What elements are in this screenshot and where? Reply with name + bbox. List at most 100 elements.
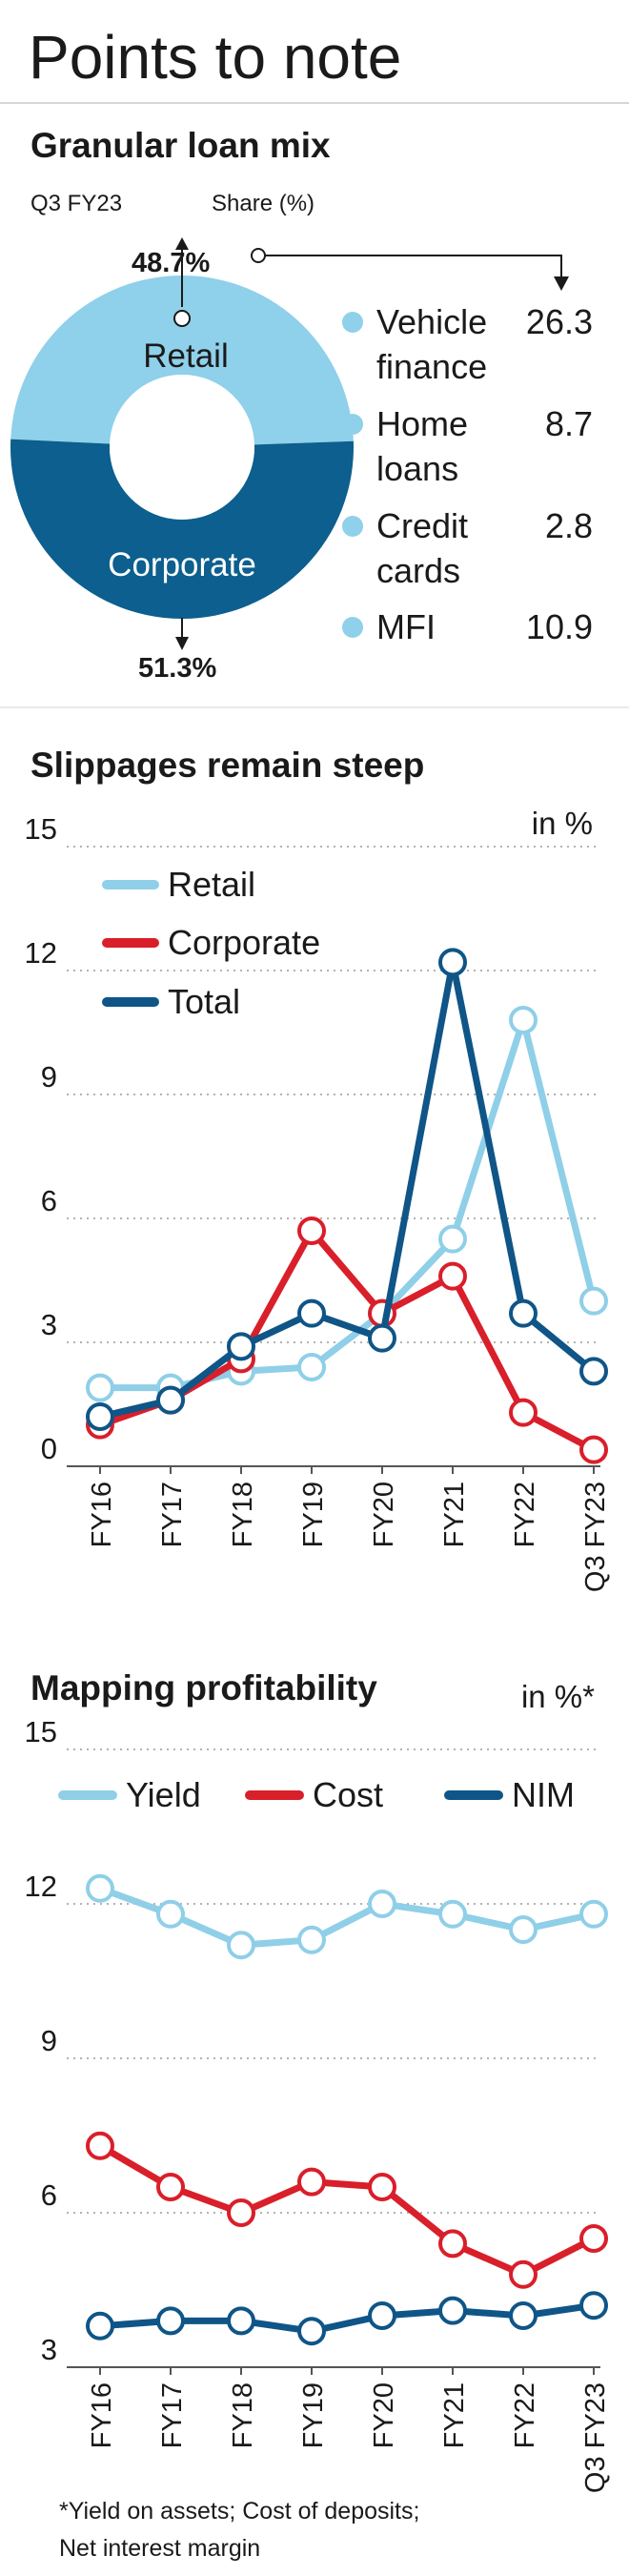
loan-mix-title: Granular loan mix: [30, 126, 331, 165]
data-point-yield: [438, 1899, 467, 1929]
data-point-retail: [297, 1353, 326, 1381]
breakdown-bullet: [342, 414, 363, 435]
legend-item-nim: NIM: [444, 1775, 575, 1814]
data-point-cost: [438, 2229, 467, 2259]
breakdown-item-home: Home loans 8.7: [342, 404, 593, 488]
breakdown-label: Vehicle: [376, 302, 487, 341]
legend-label: Cost: [313, 1775, 383, 1814]
x-tick-label: FY18: [228, 2382, 258, 2448]
y-tick-label: 15: [25, 1715, 57, 1748]
y-tick-label: 9: [41, 1060, 57, 1094]
data-point-nim: [156, 2306, 185, 2336]
loan-mix-section: Granular loan mix Q3 FY23 Share (%) Reta…: [10, 126, 593, 684]
footnote-line-1: *Yield on assets; Cost of deposits;: [59, 2498, 419, 2525]
y-tick-label: 0: [41, 1432, 57, 1465]
retail-callout-dot: [173, 310, 191, 327]
data-point-nim: [438, 2296, 467, 2325]
retail-share-value: 48.7%: [132, 248, 210, 278]
loan-mix-share-label: Share (%): [212, 191, 314, 216]
x-tick-label: FY17: [157, 2382, 188, 2448]
data-point-corporate: [579, 1435, 608, 1464]
breakdown-value: 2.8: [545, 506, 593, 545]
donut-label-corporate: Corporate: [108, 546, 256, 583]
y-tick-label: 12: [25, 1870, 57, 1903]
data-point-cost: [368, 2173, 396, 2201]
data-point-nim: [509, 2301, 538, 2330]
breakdown-item-vehicle: Vehicle finance 26.3: [342, 302, 593, 386]
legend-label: Corporate: [168, 923, 320, 962]
data-point-cost: [297, 2167, 326, 2197]
data-point-total: [509, 1298, 538, 1328]
data-point-retail: [509, 1006, 538, 1034]
breakdown-label-line2: loans: [376, 449, 458, 488]
series-line-retail: [96, 1016, 598, 1392]
breakdown-value: 26.3: [526, 302, 593, 341]
data-point-total: [297, 1298, 326, 1328]
breakdown-value: 8.7: [545, 404, 593, 443]
legend-item-cost: Cost: [245, 1775, 383, 1814]
y-tick-label: 6: [41, 1184, 57, 1217]
x-tick-label: FY19: [298, 2382, 329, 2448]
data-point-yield: [156, 1899, 185, 1929]
data-point-cost: [227, 2198, 255, 2227]
breakdown-bullet: [342, 617, 363, 638]
y-tick-label: 9: [41, 2024, 57, 2057]
data-point-total: [86, 1402, 114, 1431]
profitability-title: Mapping profitability: [30, 1668, 377, 1707]
y-tick-label: 3: [41, 1308, 57, 1341]
data-point-cost: [579, 2224, 608, 2253]
breakdown-bullet: [342, 516, 363, 537]
x-tick-label: FY22: [510, 1482, 540, 1547]
data-point-total: [368, 1323, 396, 1353]
slippages-section: Slippages remain steep in % 0 3 6 9 12 15 FY16…: [25, 746, 611, 1592]
y-tick-label: 15: [25, 812, 57, 846]
loan-mix-period: Q3 FY23: [30, 191, 122, 216]
breakdown-label-line2: cards: [376, 551, 460, 590]
series-total: [86, 948, 608, 1431]
series-line-cost: [96, 2142, 598, 2279]
data-point-total: [438, 948, 467, 977]
legend-label: Total: [168, 982, 240, 1021]
data-point-nim: [297, 2317, 326, 2346]
series-retail: [86, 1006, 608, 1402]
data-point-total: [156, 1385, 185, 1415]
corporate-share-value: 51.3%: [138, 653, 216, 684]
footnote-line-2: Net interest margin: [59, 2535, 260, 2562]
donut-hole: [110, 375, 254, 520]
legend-item-yield: Yield: [58, 1775, 201, 1814]
breakdown-connector-line: [265, 255, 562, 276]
x-tick-label: FY20: [369, 1482, 399, 1547]
data-point-yield: [368, 1890, 396, 1918]
data-point-retail: [438, 1224, 467, 1254]
data-point-total: [579, 1357, 608, 1386]
data-point-cost: [86, 2131, 114, 2160]
profitability-section: Mapping profitability in %* 3 6 9 12 15 FY16 F…: [25, 1668, 611, 2493]
data-point-retail: [579, 1286, 608, 1316]
legend-item-corporate: Corporate: [102, 923, 320, 962]
data-point-total: [227, 1332, 255, 1361]
breakdown-label: Credit: [376, 506, 468, 545]
retail-callout-arrow: [175, 237, 189, 250]
breakdown-bullet: [342, 312, 363, 333]
breakdown-item-credit: Credit cards 2.8: [342, 506, 593, 590]
series-cost: [86, 2131, 608, 2289]
legend-item-total: Total: [102, 982, 240, 1021]
series-line-total: [96, 958, 598, 1421]
x-tick-label: FY21: [439, 2382, 470, 2448]
legend-label: NIM: [512, 1775, 575, 1814]
data-point-corporate: [297, 1216, 326, 1245]
loan-mix-donut: Retail Corporate: [10, 275, 354, 619]
data-point-cost: [156, 2173, 185, 2201]
x-tick-label: FY21: [439, 1482, 470, 1547]
donut-label-retail: Retail: [143, 337, 228, 375]
data-point-nim: [579, 2291, 608, 2320]
legend-label: Yield: [126, 1775, 201, 1814]
data-point-yield: [227, 1931, 255, 1960]
y-tick-label: 3: [41, 2333, 57, 2366]
breakdown-item-mfi: MFI 10.9: [342, 607, 593, 646]
x-tick-label: FY17: [157, 1482, 188, 1547]
data-point-yield: [579, 1899, 608, 1929]
data-point-corporate: [438, 1261, 467, 1291]
x-tick-label: FY16: [87, 1482, 117, 1547]
page-title: Points to note: [29, 23, 401, 92]
